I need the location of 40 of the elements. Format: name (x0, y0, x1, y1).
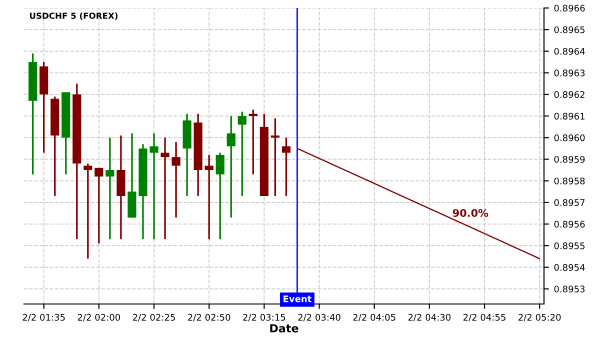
x-tick-label: 2/2 02:25 (132, 314, 175, 322)
candlestick (172, 141, 180, 218)
y-tick-label: 0.8954 (554, 264, 585, 271)
candlestick (94, 167, 104, 244)
y-tick-label: 0.8964 (554, 48, 585, 55)
x-tick-label: 2/2 04:55 (463, 314, 506, 322)
candlestick (282, 136, 290, 197)
y-tick-label: 0.8962 (554, 91, 584, 98)
candlestick (270, 117, 280, 197)
chart-title: USDCHF 5 (FOREX) (30, 12, 118, 20)
x-tick-label: 2/2 03:40 (298, 314, 340, 322)
y-tick-label: 0.8955 (554, 242, 585, 250)
y-tick-label: 0.8953 (554, 286, 585, 292)
x-tick-label: 2/2 03:15 (243, 314, 286, 322)
candlestick (238, 110, 246, 197)
y-tick-label: 0.8956 (554, 220, 585, 228)
y-tick-label: 0.8959 (554, 156, 585, 163)
ref-line-label: Event (284, 296, 312, 302)
candlestick (226, 115, 236, 218)
candlestick (216, 152, 224, 240)
candlestick (248, 108, 258, 176)
candlestick (84, 162, 92, 260)
y-tick-label: 0.8965 (554, 26, 585, 34)
candlestick (160, 136, 170, 240)
x-tick-label: 2/2 05:20 (518, 314, 561, 322)
x-tick-label: 2/2 02:50 (188, 314, 230, 322)
annotation: 90.0% (452, 209, 488, 217)
x-tick-label: 2/2 04:05 (353, 314, 396, 322)
y-tick-label: 0.8961 (554, 112, 584, 120)
candlestick (106, 136, 114, 240)
x-tick-label: 2/2 01:35 (22, 314, 65, 322)
x-tick-label: 2/2 04:30 (408, 314, 451, 322)
candlestick (204, 154, 214, 240)
y-tick-label: 0.8957 (554, 199, 585, 206)
y-tick-label: 0.8963 (554, 70, 585, 76)
y-tick-label: 0.8960 (554, 134, 585, 142)
y-tick-label: 0.8966 (554, 4, 585, 12)
x-tick-label: 2/2 02:00 (78, 314, 120, 322)
x-axis-title: Date (270, 324, 298, 332)
y-tick-label: 0.8958 (554, 178, 585, 184)
